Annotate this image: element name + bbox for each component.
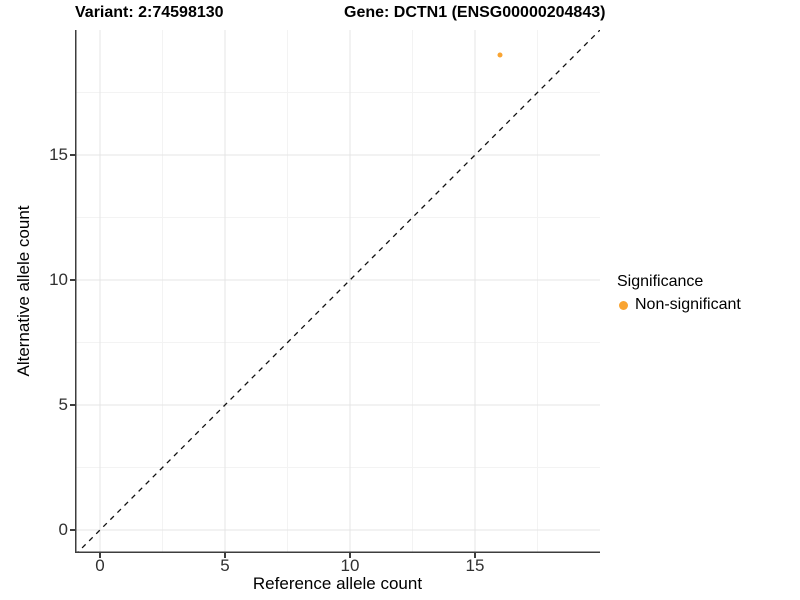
x-tick-label: 5 xyxy=(220,556,230,575)
y-tick-label: 10 xyxy=(49,270,68,289)
legend-item-label: Non-significant xyxy=(635,296,741,313)
x-tick-label: 0 xyxy=(95,556,105,575)
plot-title-variant: Variant: 2:74598130 xyxy=(75,4,224,21)
legend-point-icon xyxy=(619,300,628,310)
x-tick-mark xyxy=(349,553,351,558)
y-tick-mark xyxy=(70,154,75,156)
x-axis-title: Reference allele count xyxy=(252,574,423,593)
legend-title: Significance xyxy=(617,273,704,290)
legend-item-non-significant: Non-significant xyxy=(616,296,741,314)
y-tick-mark xyxy=(70,404,75,406)
y-axis-title: Alternative allele count xyxy=(14,205,33,377)
x-tick-label: 10 xyxy=(340,556,360,575)
data-point xyxy=(497,52,503,58)
y-tick-mark xyxy=(70,279,75,281)
plot-title-gene: Gene: DCTN1 (ENSG00000204843) xyxy=(344,4,606,21)
y-tick-mark xyxy=(70,529,75,531)
legend: Significance Non-significant xyxy=(616,273,741,314)
x-tick-label: 15 xyxy=(465,556,485,575)
plot-panel xyxy=(75,30,600,553)
y-tick-label: 15 xyxy=(49,145,68,164)
x-tick-mark xyxy=(99,553,101,558)
y-tick-label: 5 xyxy=(58,395,68,414)
x-tick-mark xyxy=(224,553,226,558)
plot-area-svg xyxy=(75,30,600,553)
identity-reference-line xyxy=(76,30,600,553)
x-tick-mark xyxy=(474,553,476,558)
y-tick-label: 0 xyxy=(58,520,68,539)
